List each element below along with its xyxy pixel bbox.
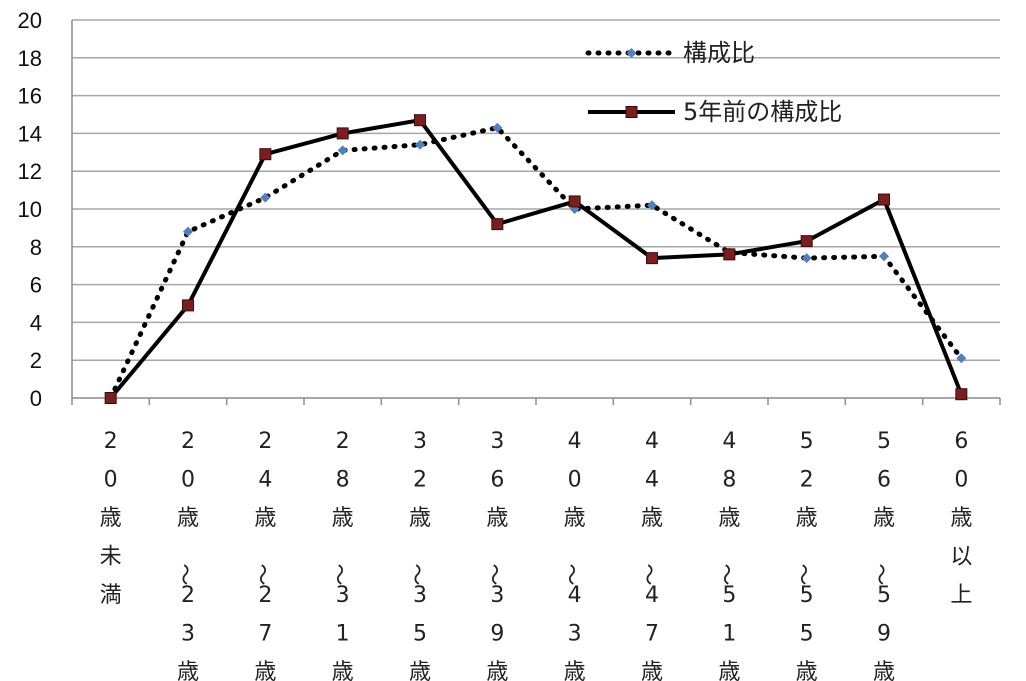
point-marker xyxy=(104,392,117,404)
point-marker xyxy=(183,226,193,237)
x-tick-label: 4 4 歳〜 4 7 歳 xyxy=(635,429,663,681)
point-marker xyxy=(337,145,348,156)
point-marker xyxy=(956,353,967,364)
point-marker xyxy=(260,192,271,203)
axes xyxy=(71,20,1001,405)
legend-label: 構成比 xyxy=(683,39,755,67)
legend: 構成比 5年前の構成比 xyxy=(585,39,842,126)
y-tick-label: 0 xyxy=(30,386,42,411)
point-marker xyxy=(568,195,581,208)
gridlines xyxy=(72,19,1000,361)
series-line-1 xyxy=(108,124,964,401)
y-tick-label: 14 xyxy=(18,121,42,146)
y-tick-labels: 0 2 4 6 8 10 12 14 16 18 20 xyxy=(18,8,42,411)
y-tick-label: 4 xyxy=(30,310,42,335)
x-tick-label: 2 0 歳〜 2 3 歳 xyxy=(171,429,199,681)
x-tick-label: 4 0 歳〜 4 3 歳 xyxy=(558,429,586,681)
y-tick-label: 8 xyxy=(30,235,42,260)
y-tick-label: 12 xyxy=(18,159,42,184)
legend-marker xyxy=(626,48,637,58)
point-marker xyxy=(336,127,349,140)
x-tick-label: 2 4 歳〜 2 7 歳 xyxy=(248,429,276,681)
point-marker xyxy=(879,251,889,262)
x-tick-label: 4 8 歳〜 5 1 歳 xyxy=(712,429,740,681)
x-tick-label: 6 0 歳以上 xyxy=(950,429,972,608)
series-line-2 xyxy=(109,118,964,400)
point-marker xyxy=(800,235,813,248)
x-tick-label: 5 6 歳〜 5 9 歳 xyxy=(867,429,895,681)
point-marker xyxy=(259,148,272,161)
y-tick-label: 20 xyxy=(18,8,42,33)
point-marker xyxy=(801,253,812,264)
y-tick-label: 16 xyxy=(18,84,42,109)
point-marker xyxy=(647,200,657,211)
point-marker xyxy=(415,139,425,150)
legend-marker xyxy=(625,106,638,118)
x-tick-label: 3 2 歳〜 3 5 歳 xyxy=(403,429,431,681)
y-tick-label: 6 xyxy=(30,273,42,298)
point-marker xyxy=(414,114,426,127)
point-marker xyxy=(492,122,503,133)
point-marker xyxy=(646,252,658,265)
point-marker xyxy=(878,193,890,206)
y-tick-label: 18 xyxy=(18,46,42,71)
x-tick-labels: 2 0 歳未満 2 0 歳〜 2 3 歳 2 4 歳〜 2 7 歳 2 8 歳〜 3 1 歳 3 2 歳〜 3 5 歳 3 6 歳〜 3 9 歳… xyxy=(100,429,973,681)
point-marker xyxy=(182,299,194,312)
x-tick-label: 3 6 歳〜 3 9 歳 xyxy=(480,429,508,681)
point-marker xyxy=(955,388,968,401)
x-tick-label: 2 0 歳未満 xyxy=(100,429,122,608)
x-tick-label: 5 2 歳〜 5 5 歳 xyxy=(790,429,818,681)
y-tick-label: 2 xyxy=(30,348,42,373)
legend-label: 5年前の構成比 xyxy=(683,98,842,126)
x-tick-label: 2 8 歳〜 3 1 歳 xyxy=(326,429,354,681)
series-group xyxy=(104,114,968,404)
y-tick-label: 10 xyxy=(18,197,42,222)
point-marker xyxy=(723,248,736,261)
point-marker xyxy=(491,218,504,231)
